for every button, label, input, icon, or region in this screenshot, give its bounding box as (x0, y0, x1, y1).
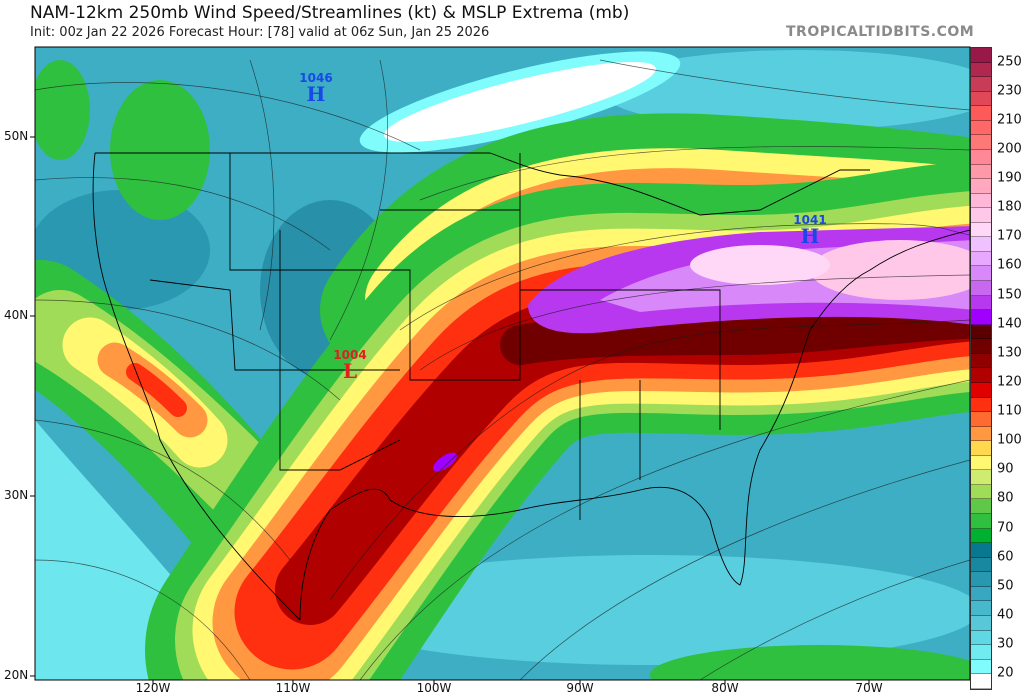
chart-title: NAM-12km 250mb Wind Speed/Streamlines (k… (30, 3, 630, 23)
colorbar-bin: 120 (971, 368, 1022, 389)
colorbar-label: 180 (997, 199, 1022, 215)
lon-label-100w: 100W (416, 681, 452, 695)
colorbar-bin: 100 (971, 426, 1022, 448)
colorbar-bin: 80 (971, 484, 1014, 506)
colorbar-bin (971, 237, 991, 252)
colorbar-bin: 250 (971, 48, 1022, 69)
colorbar-bin (971, 295, 991, 311)
colorbar-label: 140 (997, 316, 1022, 332)
colorbar-label: 70 (997, 520, 1014, 536)
colorbar-bin (971, 674, 991, 689)
calm-region (384, 61, 656, 143)
colorbar-label: 230 (997, 83, 1022, 99)
wind-field (35, 47, 970, 680)
colorbar-bin (971, 528, 991, 544)
colorbar-bin: 140 (971, 310, 1022, 331)
colorbar-label: 120 (997, 374, 1022, 390)
colorbar-bin (971, 266, 991, 281)
colorbar-bin (971, 353, 991, 369)
colorbar-bin: 60 (971, 543, 1014, 564)
colorbar-bin (971, 645, 991, 660)
colorbar-bin (971, 120, 991, 136)
colorbar-bin: 160 (971, 251, 1022, 273)
colorbar-label: 80 (997, 490, 1014, 506)
colorbar-label: 20 (997, 665, 1014, 681)
high-symbol: H (800, 224, 820, 248)
colorbar-bin: 20 (971, 659, 1014, 681)
lat-label-20n: 20N (4, 668, 29, 682)
colorbar-label: 190 (997, 170, 1022, 186)
colorbar-bin: 150 (971, 281, 1022, 302)
colorbar-bin (971, 179, 991, 194)
lon-label-120w: 120W (135, 681, 171, 695)
lat-label-50n: 50N (4, 129, 29, 143)
forecast-subtitle: Init: 00z Jan 22 2026 Forecast Hour: [78… (30, 25, 490, 40)
colorbar-label: 150 (997, 287, 1022, 303)
low-pressure-center: 1004 L (333, 349, 366, 381)
colorbar-bin (971, 499, 991, 514)
colorbar-bin (971, 441, 991, 456)
lon-label-70w: 70W (855, 681, 883, 695)
lon-label-80w: 80W (711, 681, 739, 695)
pressure-value: 1041 (793, 213, 827, 227)
colorbar-label: 100 (997, 432, 1022, 448)
colorbar-bin: 180 (971, 193, 1022, 215)
colorbar-bin (971, 382, 991, 398)
political-borders (92, 152, 970, 621)
high-pressure-center: 1041 H (793, 214, 826, 246)
colorbar-label: 30 (997, 636, 1014, 652)
low-symbol: L (342, 359, 358, 383)
colorbar-bin: 130 (971, 339, 1022, 360)
colorbar-label: 90 (997, 461, 1014, 477)
colorbar-bin (971, 62, 991, 78)
colorbar-bin: 200 (971, 135, 1022, 156)
colorbar-bin: 70 (971, 514, 1014, 535)
lon-label-110w: 110W (275, 681, 311, 695)
pressure-value: 1046 (299, 71, 333, 85)
wind-speed-colorbar: 250 230 210 200 190 180 170 160 150 140 130 120 110 1… (970, 47, 1022, 690)
colorbar-bin (971, 91, 991, 107)
colorbar-label: 60 (997, 549, 1014, 565)
colorbar-bin (971, 557, 991, 573)
colorbar-bin (971, 615, 991, 631)
colorbar-bin (971, 149, 991, 165)
colorbar-label: 200 (997, 141, 1022, 157)
colorbar-bin: 210 (971, 106, 1022, 127)
lon-label-90w: 90W (566, 681, 594, 695)
high-symbol: H (306, 82, 326, 106)
colorbar-bin: 230 (971, 77, 1022, 98)
colorbar-bin (971, 208, 991, 223)
colorbar-bin: 190 (971, 164, 1022, 186)
high-pressure-center: 1046 H (299, 72, 332, 104)
colorbar-bin: 40 (971, 601, 1014, 622)
weak-wind-region-gulf (320, 555, 970, 665)
colorbar-label: 160 (997, 257, 1022, 273)
colorbar-label: 250 (997, 54, 1022, 70)
colorbar-label: 110 (997, 403, 1022, 419)
colorbar-label: 40 (997, 607, 1014, 623)
colorbar-label: 210 (997, 112, 1022, 128)
colorbar-bin: 170 (971, 222, 1022, 244)
colorbar-bin (971, 470, 991, 485)
colorbar-bin (971, 586, 991, 602)
colorbar-label: 50 (997, 578, 1014, 594)
colorbar-bin: 30 (971, 630, 1014, 652)
lat-label-40n: 40N (4, 308, 29, 322)
watermark: TROPICALTIDBITS.COM (786, 24, 975, 40)
pressure-value: 1004 (333, 348, 367, 362)
colorbar-bin (971, 324, 991, 340)
colorbar-bin: 50 (971, 572, 1014, 593)
colorbar-bin: 90 (971, 455, 1014, 477)
colorbar-bin (971, 412, 991, 427)
streamlines (35, 59, 970, 680)
lat-label-30n: 30N (4, 488, 29, 502)
colorbar-label: 130 (997, 345, 1022, 361)
axis-ticks (30, 136, 870, 684)
colorbar-label: 170 (997, 228, 1022, 244)
colorbar-bin: 110 (971, 397, 1022, 419)
